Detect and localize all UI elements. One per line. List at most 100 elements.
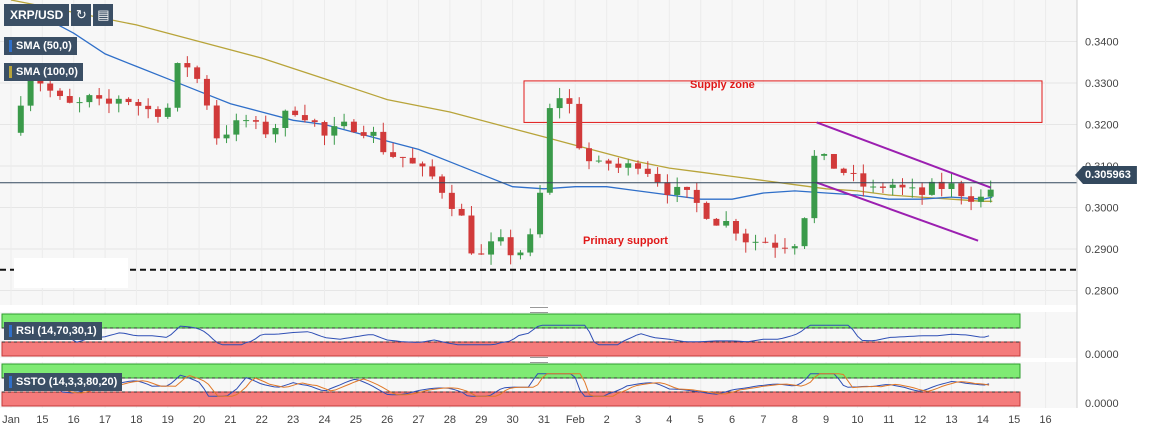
candle-body bbox=[899, 184, 906, 188]
sma-100-swatch bbox=[9, 66, 12, 79]
candles-layer bbox=[17, 56, 994, 265]
candle-body bbox=[429, 166, 436, 177]
x-tick-label: 18 bbox=[130, 414, 142, 426]
y-tick-label: 0.3200 bbox=[1085, 119, 1119, 131]
y-tick-label: 0.2900 bbox=[1085, 244, 1119, 256]
oversold-band bbox=[1, 341, 1021, 357]
candle-body bbox=[713, 218, 720, 226]
candle-body bbox=[478, 253, 485, 255]
candle-body bbox=[938, 181, 945, 190]
candle-body bbox=[203, 78, 210, 106]
candle-body bbox=[752, 241, 759, 243]
candle-body bbox=[47, 83, 54, 91]
candle-body bbox=[958, 183, 965, 197]
candle-body bbox=[889, 184, 896, 188]
candle-body bbox=[488, 241, 495, 255]
x-tick-label: 12 bbox=[914, 414, 926, 426]
candle-body bbox=[801, 218, 808, 247]
primary-support-label: Primary support bbox=[583, 235, 668, 247]
candle-body bbox=[928, 181, 935, 195]
candle-body bbox=[674, 186, 681, 195]
x-tick-label: 27 bbox=[412, 414, 424, 426]
legend-mask bbox=[14, 258, 128, 288]
y-axis: 0.34000.33000.32000.31000.30000.29000.28… bbox=[1076, 0, 1119, 408]
candle-body bbox=[723, 220, 730, 226]
candle-body bbox=[17, 105, 24, 133]
bar-chart-icon[interactable]: ▤ bbox=[93, 4, 114, 26]
candle-body bbox=[399, 156, 406, 158]
rsi-badge[interactable]: RSI (14,70,30,1) bbox=[4, 322, 102, 340]
gridlines bbox=[0, 0, 1077, 408]
x-tick-label: 2 bbox=[604, 414, 610, 426]
ssto-badge[interactable]: SSTO (14,3,3,80,20) bbox=[4, 373, 123, 391]
candle-body bbox=[311, 120, 318, 123]
candle-body bbox=[272, 127, 279, 135]
x-tick-label: 4 bbox=[666, 414, 672, 426]
sma-100-badge[interactable]: SMA (100,0) bbox=[4, 63, 83, 81]
sma-50-badge[interactable]: SMA (50,0) bbox=[4, 37, 77, 55]
x-tick-label: 6 bbox=[729, 414, 735, 426]
symbol-label[interactable]: XRP/USD bbox=[4, 4, 70, 26]
candle-body bbox=[145, 105, 152, 110]
x-tick-label: 22 bbox=[256, 414, 268, 426]
rsi-swatch bbox=[9, 325, 12, 338]
x-tick-label: 29 bbox=[475, 414, 487, 426]
candle-body bbox=[370, 131, 377, 136]
candle-body bbox=[380, 131, 387, 153]
candle-body bbox=[105, 98, 112, 104]
panel-resize-handle[interactable] bbox=[530, 357, 548, 363]
ssto-panel bbox=[1, 363, 1021, 407]
supply-zone-box bbox=[523, 80, 1043, 123]
overbought-band bbox=[1, 313, 1021, 329]
panel-resize-handle[interactable] bbox=[530, 307, 548, 313]
refresh-icon[interactable]: ↻ bbox=[71, 4, 92, 26]
candle-body bbox=[625, 163, 632, 168]
candle-body bbox=[184, 63, 191, 68]
candle-body bbox=[987, 189, 994, 197]
candle-body bbox=[654, 173, 661, 183]
candle-body bbox=[860, 173, 867, 187]
candle-body bbox=[409, 157, 416, 164]
candle-body bbox=[840, 168, 847, 173]
candle-body bbox=[635, 163, 641, 169]
x-tick-label: 17 bbox=[99, 414, 111, 426]
candle-body bbox=[419, 163, 426, 167]
candle-body bbox=[164, 107, 171, 117]
x-tick-label: 28 bbox=[444, 414, 456, 426]
candle-body bbox=[350, 121, 357, 133]
ssto-d-line bbox=[10, 373, 990, 397]
candle-body bbox=[605, 160, 612, 164]
candle-body bbox=[154, 109, 161, 117]
candle-body bbox=[781, 247, 788, 249]
x-tick-label: 13 bbox=[945, 414, 957, 426]
candle-body bbox=[566, 98, 573, 104]
channel-lower-line bbox=[816, 181, 979, 242]
x-tick-label: 25 bbox=[350, 414, 362, 426]
oversold-band bbox=[1, 391, 1021, 407]
candle-body bbox=[448, 192, 455, 209]
rsi-axis-label: 0.0000 bbox=[1085, 349, 1119, 361]
candle-body bbox=[537, 192, 544, 235]
x-tick-label: 21 bbox=[224, 414, 236, 426]
candle-body bbox=[595, 160, 602, 162]
candle-body bbox=[870, 186, 877, 188]
descending-channel-layer bbox=[816, 121, 992, 242]
candle-body bbox=[791, 246, 798, 249]
rsi-label: RSI (14,70,30,1) bbox=[16, 325, 97, 337]
candle-body bbox=[194, 67, 201, 79]
x-tick-label: 16 bbox=[1039, 414, 1051, 426]
candle-body bbox=[252, 120, 259, 122]
x-tick-label: Jan bbox=[2, 414, 20, 426]
candle-body bbox=[772, 242, 779, 248]
candle-body bbox=[125, 98, 132, 103]
candle-body bbox=[762, 241, 769, 243]
x-tick-label: 11 bbox=[883, 414, 894, 426]
y-tick-label: 0.2800 bbox=[1085, 285, 1119, 297]
candle-body bbox=[223, 134, 230, 139]
supply-zone-label: Supply zone bbox=[690, 79, 755, 91]
overbought-band bbox=[1, 363, 1021, 379]
candle-body bbox=[497, 237, 504, 242]
ssto-axis-label: 0.0000 bbox=[1085, 398, 1119, 410]
x-tick-label: 10 bbox=[851, 414, 863, 426]
